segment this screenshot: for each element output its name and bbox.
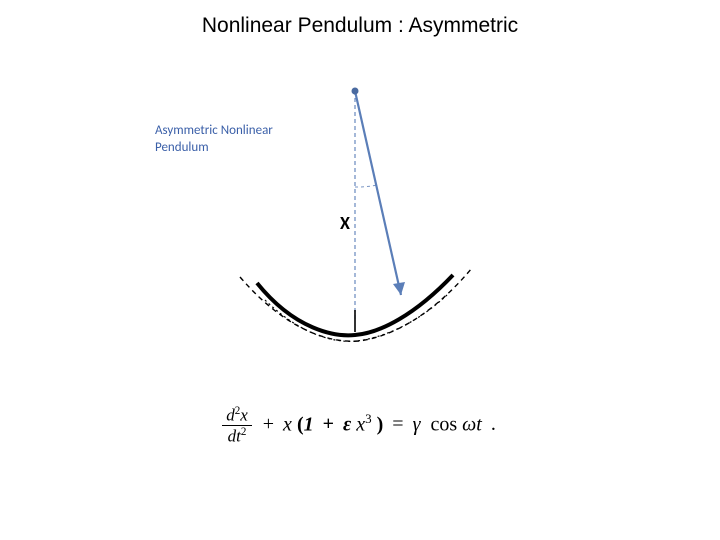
pendulum-diagram [185, 85, 525, 365]
eq-one: 1 [304, 413, 314, 435]
eq-cube: 3 [365, 411, 372, 426]
eq-x1: x [240, 406, 248, 425]
pivot-dot [352, 88, 359, 95]
eq-period: . [491, 413, 496, 435]
eq-rparen: ) [377, 413, 384, 435]
eq-gamma: γ [413, 413, 421, 435]
eq-dt: dt [228, 427, 241, 446]
equation-of-motion: d2x dt2 + x (1 + ε x3 ) = γ cos ωt . [0, 405, 720, 447]
page-title: Nonlinear Pendulum : Asymmetric [0, 14, 720, 38]
eq-t: t [476, 413, 482, 435]
pendulum-rod [355, 91, 401, 295]
eq-equals: = [392, 413, 403, 435]
eq-lparen: ( [297, 413, 304, 435]
eq-sup2b: 2 [241, 426, 247, 438]
pendulum-arrowhead [393, 282, 405, 295]
fraction-d2x-dt2: d2x dt2 [222, 405, 252, 447]
eq-d: d [226, 406, 235, 425]
eq-omega: ω [462, 413, 476, 435]
angle-arc [355, 185, 377, 187]
eq-plus2: + [323, 413, 334, 435]
eq-x3: x [356, 413, 365, 435]
eq-x2: x [283, 413, 292, 435]
eq-cos: cos [430, 413, 457, 435]
eq-plus: + [263, 413, 274, 435]
eq-eps: ε [343, 413, 351, 435]
